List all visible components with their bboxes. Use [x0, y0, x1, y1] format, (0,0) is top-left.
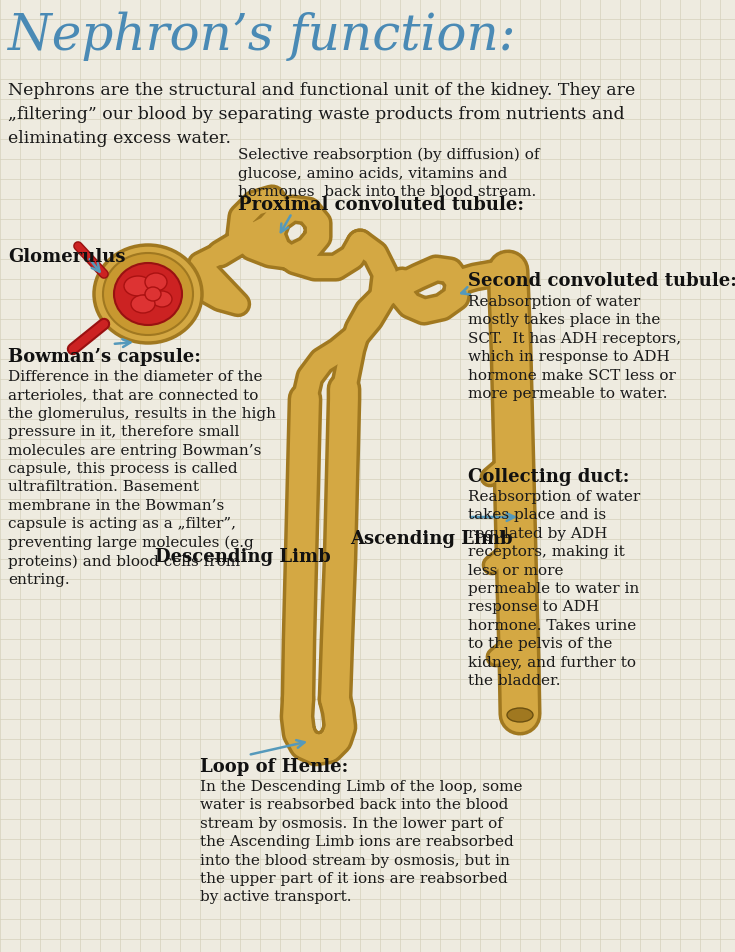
- Text: Loop of Henle:: Loop of Henle:: [200, 757, 348, 775]
- Text: Glomerulus: Glomerulus: [8, 248, 126, 266]
- Text: Nephron’s function:: Nephron’s function:: [8, 12, 516, 61]
- Ellipse shape: [103, 254, 193, 336]
- Ellipse shape: [124, 277, 152, 297]
- Text: Descending Limb: Descending Limb: [155, 547, 331, 565]
- Ellipse shape: [131, 296, 155, 313]
- Text: Proximal convoluted tubule:: Proximal convoluted tubule:: [238, 196, 524, 214]
- Ellipse shape: [145, 274, 167, 291]
- Text: Collecting duct:: Collecting duct:: [468, 467, 629, 486]
- Text: Reabsorption of water
mostly takes place in the
SCT.  It has ADH receptors,
whic: Reabsorption of water mostly takes place…: [468, 295, 681, 401]
- Text: Reabsorption of water
takes place and is
regulated by ADH
receptors, making it
l: Reabsorption of water takes place and is…: [468, 489, 640, 687]
- Ellipse shape: [94, 246, 202, 344]
- Text: Ascending Limb: Ascending Limb: [350, 529, 512, 547]
- Text: Bowman’s capsule:: Bowman’s capsule:: [8, 347, 201, 366]
- Ellipse shape: [114, 264, 182, 326]
- Ellipse shape: [145, 288, 161, 302]
- Ellipse shape: [152, 291, 172, 307]
- Text: Nephrons are the structural and functional unit of the kidney. They are
„filteri: Nephrons are the structural and function…: [8, 82, 635, 148]
- Text: Selective reabsorption (by diffusion) of
glucose, amino acids, vitamins and
horm: Selective reabsorption (by diffusion) of…: [238, 148, 539, 199]
- Text: In the Descending Limb of the loop, some
water is reabsorbed back into the blood: In the Descending Limb of the loop, some…: [200, 779, 523, 903]
- Ellipse shape: [507, 708, 533, 723]
- Text: Second convoluted tubule:: Second convoluted tubule:: [468, 271, 735, 289]
- Text: Difference in the diameter of the
arterioles, that are connected to
the glomerul: Difference in the diameter of the arteri…: [8, 369, 276, 586]
